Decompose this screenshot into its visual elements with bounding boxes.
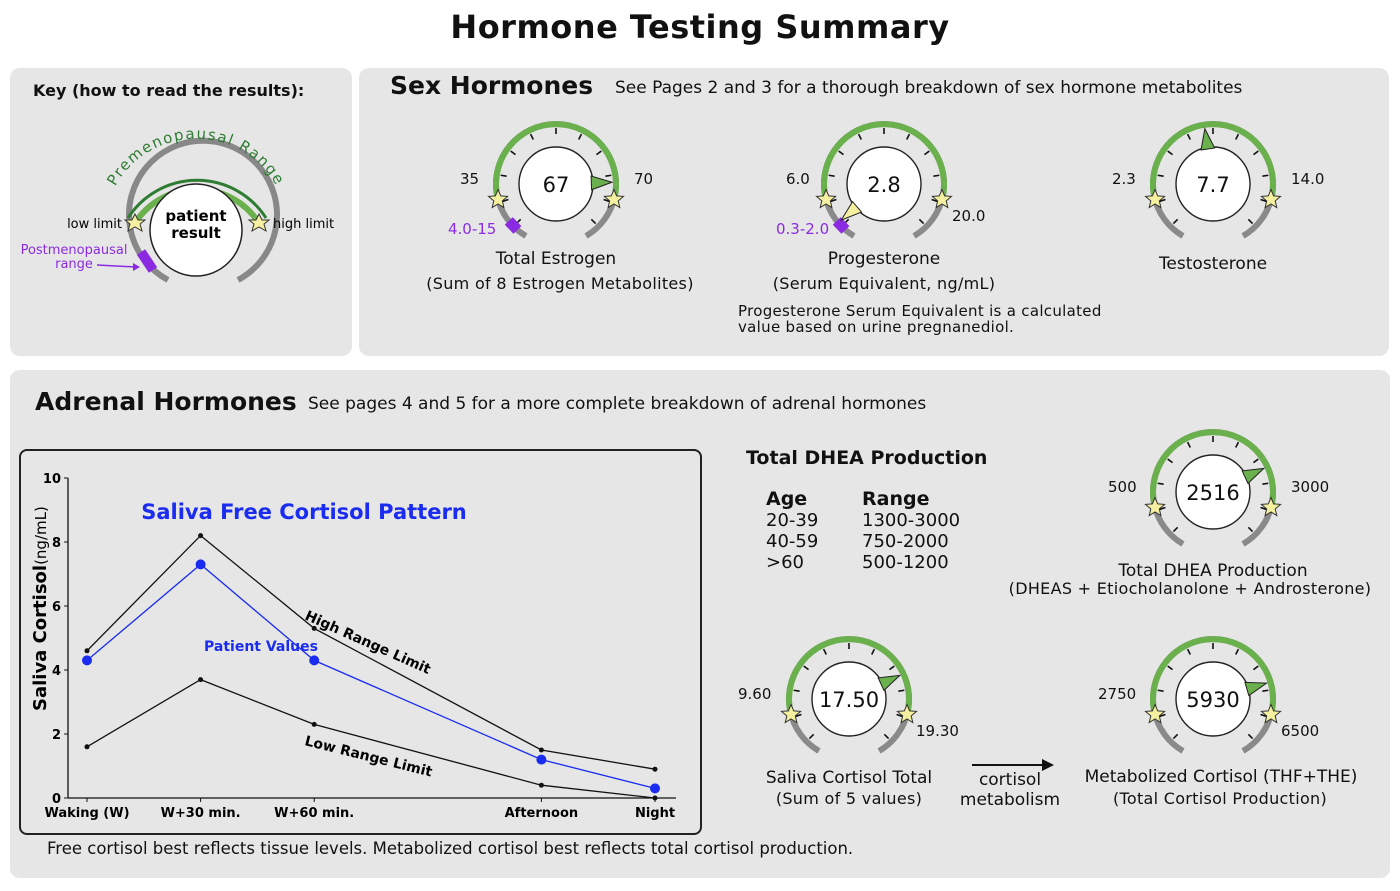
dhea-row-range: 750-2000 <box>862 531 949 552</box>
dhea-row-age: 20-39 <box>766 510 819 531</box>
cortisol-chart-frame <box>19 449 702 835</box>
chart-point-low-range <box>311 721 317 727</box>
chart-point-patient <box>195 559 206 570</box>
key-post-arrow <box>96 264 137 268</box>
chart-point-low-range <box>652 795 658 801</box>
cortisol-metabolism-arrow-icon <box>972 759 1054 771</box>
chart-point-patient <box>82 655 92 666</box>
testosterone-low-label: 2.3 <box>1112 170 1136 188</box>
saliva-sub: (Sum of 5 values) <box>775 789 923 808</box>
chart-point-high-range <box>311 625 317 631</box>
chart-x-tick-label: Afternoon <box>505 806 579 821</box>
progesterone-label: Progesterone <box>827 249 941 269</box>
saliva-low-label: 9.60 <box>738 685 772 703</box>
estrogen-high-label: 70 <box>634 170 654 188</box>
progesterone-sub: (Serum Equivalent, ng/mL) <box>772 274 996 293</box>
chart-y-axis-label: Saliva Cortisol(ng/mL) <box>30 506 51 711</box>
adrenal-subheading: See pages 4 and 5 for a more complete br… <box>308 394 927 414</box>
chart-x-tick-label: Night <box>635 806 675 821</box>
progesterone-note-line1: Progesterone Serum Equivalent is a calcu… <box>738 302 1102 320</box>
sex-hormones-heading: Sex Hormones <box>390 71 594 100</box>
key-center-line2: result <box>171 224 221 242</box>
dhea-low-label: 500 <box>1108 478 1137 496</box>
sex-hormones-subheading: See Pages 2 and 3 for a thorough breakdo… <box>615 78 1243 98</box>
dhea-high-label: 3000 <box>1291 478 1330 496</box>
estrogen-low-label: 35 <box>460 170 480 188</box>
chart-title: Saliva Free Cortisol Pattern <box>141 500 467 524</box>
key-post-arrowhead <box>133 263 140 271</box>
dhea-row-range: 500-1200 <box>862 552 949 573</box>
saliva-label: Saliva Cortisol Total <box>765 768 933 788</box>
chart-point-low-range <box>198 677 204 683</box>
key-high-limit-label: high limit <box>273 217 334 232</box>
metab-high-label: 6500 <box>1281 722 1320 740</box>
key-post-bar <box>136 249 158 273</box>
key-gray-arc <box>126 137 280 283</box>
chart-point-patient <box>650 783 660 794</box>
progesterone-post-label: 0.3-2.0 <box>776 220 830 238</box>
chart-patient-label: Patient Values <box>204 639 318 655</box>
dhea-label: Total DHEA Production <box>1118 561 1308 581</box>
chart-point-high-range <box>652 766 658 772</box>
metab-label: Metabolized Cortisol (THF+THE) <box>1084 767 1358 787</box>
key-post-label-line2: range <box>55 257 93 272</box>
chart-point-low-range <box>84 744 90 750</box>
chart-y-tick-label: 2 <box>52 728 61 743</box>
dhea-row-age: 40-59 <box>766 531 819 552</box>
dhea-table-title: Total DHEA Production <box>746 447 988 469</box>
chart-y-tick-label: 10 <box>43 472 61 487</box>
chart-point-high-range <box>198 533 204 539</box>
chart-point-patient <box>309 655 320 666</box>
progesterone-high-label: 20.0 <box>952 207 986 225</box>
key-center-circle <box>149 183 243 277</box>
chart-point-high-range <box>84 648 90 654</box>
adrenal-heading: Adrenal Hormones <box>35 387 297 416</box>
key-center-line1: patient <box>165 207 226 225</box>
chart-x-tick-label: W+30 min. <box>161 806 241 821</box>
testosterone-high-label: 14.0 <box>1291 170 1325 188</box>
chart-x-tick-label: Waking (W) <box>44 806 129 821</box>
progesterone-note-line2: value based on urine pregnanediol. <box>738 318 1015 336</box>
dhea-row-age: >60 <box>766 552 804 573</box>
page-title: Hormone Testing Summary <box>450 8 950 46</box>
chart-y-tick-label: 0 <box>52 792 61 807</box>
dhea-row-range: 1300-3000 <box>862 510 961 531</box>
metab-sub: (Total Cortisol Production) <box>1112 789 1328 808</box>
chart-point-high-range <box>538 747 544 753</box>
testosterone-label: Testosterone <box>1158 254 1268 274</box>
arrow-label-line2: metabolism <box>959 790 1061 810</box>
chart-y-tick-label: 8 <box>52 536 61 551</box>
key-high-star-icon <box>247 212 271 233</box>
key-gauge-diagram: Premenopausal Range patient result low l… <box>21 125 334 283</box>
dhea-sub: (DHEAS + Etiocholanolone + Androsterone) <box>1008 579 1372 598</box>
estrogen-sub: (Sum of 8 Estrogen Metabolites) <box>426 274 694 293</box>
cortisol-chart: Saliva Free Cortisol Pattern 0 2 4 6 8 10 Waki… <box>30 472 676 821</box>
chart-y-tick-label: 4 <box>52 664 61 679</box>
chart-point-low-range <box>538 782 544 788</box>
metab-low-label: 2750 <box>1098 685 1137 703</box>
chart-low-range-label: Low Range Limit <box>303 733 434 780</box>
key-range-outer-arc <box>126 178 268 219</box>
key-heading: Key (how to read the results): <box>33 81 305 100</box>
arrow-label-line1: cortisol <box>978 770 1042 790</box>
chart-series-low-range-line <box>86 678 656 799</box>
chart-point-patient <box>536 754 547 765</box>
estrogen-post-label: 4.0-15 <box>448 220 497 238</box>
adrenal-footer: Free cortisol best reflects tissue level… <box>47 839 854 858</box>
saliva-high-label: 19.30 <box>916 722 959 740</box>
progesterone-low-label: 6.0 <box>786 170 810 188</box>
chart-y-tick-label: 6 <box>52 600 61 615</box>
key-post-label-line1: Postmenopausal <box>21 243 128 258</box>
chart-high-range-label: High Range Limit <box>302 608 433 678</box>
estrogen-label: Total Estrogen <box>495 249 617 269</box>
chart-x-tick-label: W+60 min. <box>274 806 354 821</box>
key-low-limit-label: low limit <box>67 217 122 232</box>
dhea-age-header: Age <box>766 488 808 510</box>
key-low-star-icon <box>123 212 147 233</box>
dhea-range-header: Range <box>862 488 930 510</box>
